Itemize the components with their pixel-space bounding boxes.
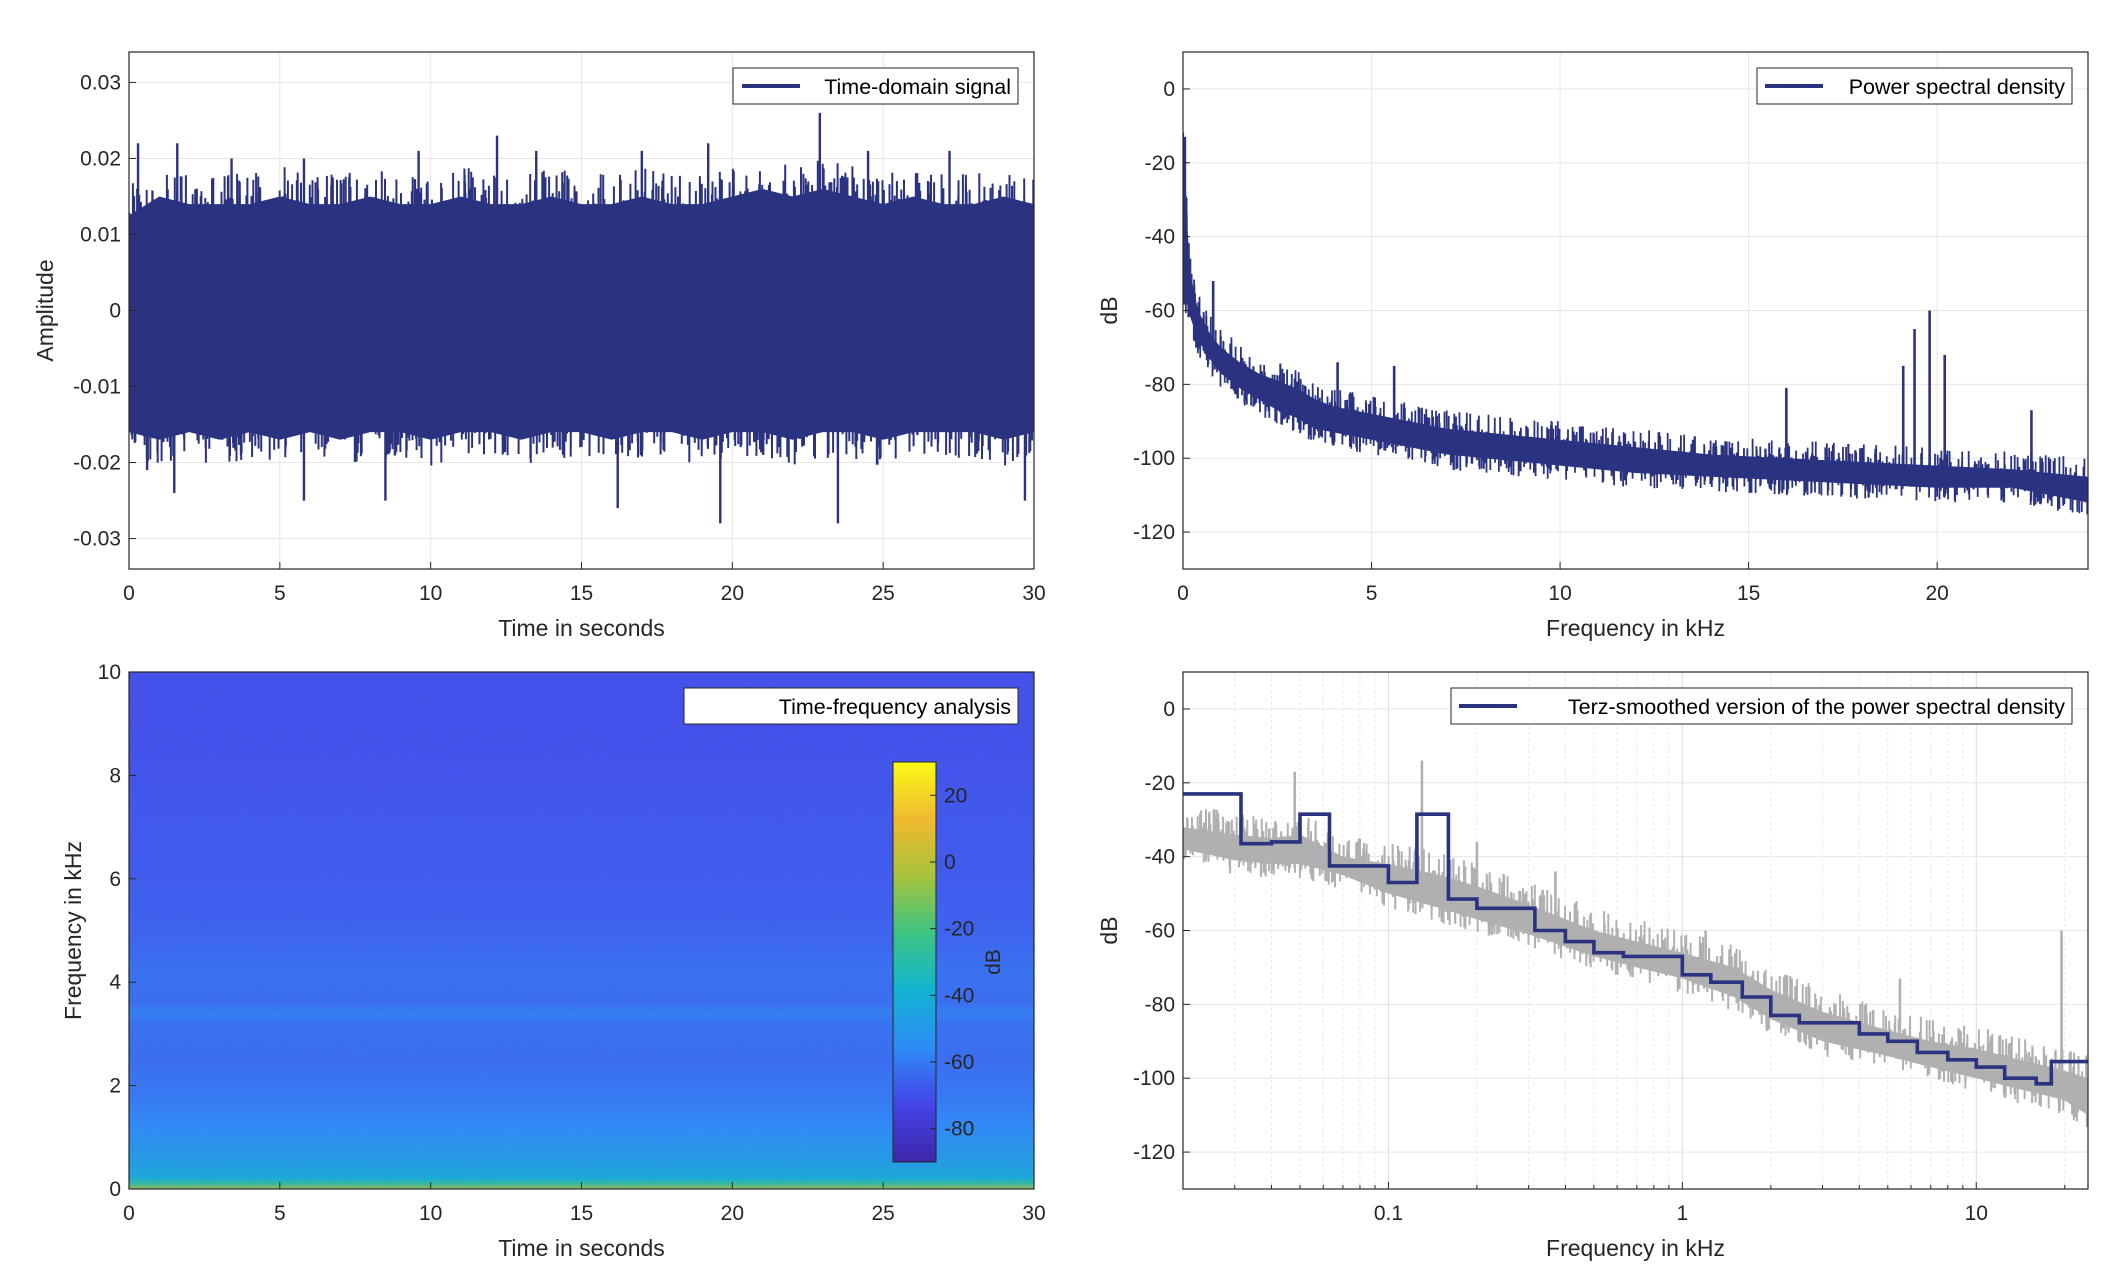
colorbar-ticks: -80 -60 -40 -20 0 20 — [930, 784, 974, 1141]
grid-b — [1182, 52, 2088, 569]
panel-spectrogram: 0 5 10 15 20 25 30 0 2 4 6 8 10 Time in seconds Freq… — [60, 661, 1046, 1261]
x-tick-label: 10 — [419, 1202, 442, 1225]
y-tick-label: -80 — [1145, 373, 1175, 396]
y-tick-label: 2 — [109, 1075, 121, 1098]
y-tick-label: 0 — [109, 1178, 121, 1201]
x-axis-label-d: Frequency in kHz — [1546, 1235, 1725, 1261]
colorbar-tick-label: 0 — [944, 851, 956, 874]
ticks-a: 0 5 10 15 20 25 30 -0.03 -0.02 -0.01 0 0.01 0.02 0.03 — [73, 71, 1046, 605]
x-tick-label: 20 — [721, 582, 744, 605]
colorbar-tick-label: -80 — [944, 1118, 974, 1141]
x-tick-label: 0 — [123, 1202, 135, 1225]
x-tick-label: 10 — [1965, 1202, 1988, 1225]
x-tick-label: 15 — [1737, 582, 1760, 605]
y-tick-label: -0.03 — [73, 528, 121, 551]
x-tick-label: 15 — [570, 1202, 593, 1225]
x-tick-label: 1 — [1676, 1202, 1688, 1225]
y-tick-label: -120 — [1133, 1141, 1175, 1164]
y-tick-label: -40 — [1145, 226, 1175, 249]
y-axis-label-b: dB — [1096, 296, 1122, 324]
x-tick-label: 10 — [419, 582, 442, 605]
ticks-c: 0 5 10 15 20 25 30 0 2 4 6 8 10 — [98, 661, 1046, 1225]
legend-label-c: Time-frequency analysis — [779, 695, 1011, 719]
y-tick-label: 0 — [1163, 78, 1175, 101]
x-tick-label: 15 — [570, 582, 593, 605]
x-tick-label: 0.1 — [1374, 1202, 1403, 1225]
y-tick-label: -100 — [1133, 1067, 1175, 1090]
legend-box-c — [683, 687, 1019, 725]
y-tick-label: -20 — [1145, 772, 1175, 795]
x-tick-label: 5 — [274, 1202, 286, 1225]
psd-fluctuations — [1183, 132, 2088, 515]
legend-b: Power spectral density — [1756, 67, 2073, 105]
ticks-d: 0.1 1 10 -120 -100 -80 -60 -40 -20 0 — [1133, 698, 2066, 1225]
x-tick-label: 20 — [721, 1202, 744, 1225]
spectrogram-texture — [129, 672, 1034, 1189]
x-tick-label: 25 — [871, 582, 894, 605]
colorbar-tick-label: -20 — [944, 918, 974, 941]
y-tick-label: -0.02 — [73, 452, 121, 475]
terz-step-line — [1183, 792, 2088, 1086]
x-tick-label: 30 — [1022, 1202, 1045, 1225]
x-axis-label-c: Time in seconds — [498, 1235, 665, 1261]
panel-psd: 0 5 10 15 20 -120 -100 -80 -60 -40 -20 0 Frequency … — [1096, 51, 2089, 641]
legend-label-b: Power spectral density — [1849, 75, 2066, 99]
y-tick-label: 0.01 — [80, 223, 121, 246]
raw-psd-line — [1183, 760, 2088, 1128]
signal-envelope — [129, 188, 1034, 440]
colorbar: -80 -60 -40 -20 0 20 dB — [892, 761, 1005, 1163]
x-tick-label: 20 — [1925, 582, 1948, 605]
y-tick-label: 0 — [109, 300, 121, 323]
legend-box-d — [1450, 687, 2073, 725]
y-tick-label: -60 — [1145, 920, 1175, 943]
time-domain-signal-line — [129, 112, 1034, 524]
x-axis-label-a: Time in seconds — [498, 615, 665, 641]
panel-terz: 0.1 1 10 -120 -100 -80 -60 -40 -20 0 Frequency in… — [1096, 671, 2089, 1261]
y-axis-label-a: Amplitude — [32, 259, 58, 361]
psd-line — [1183, 132, 2088, 515]
y-tick-label: -120 — [1133, 521, 1175, 544]
y-axis-label-c: Frequency in kHz — [60, 841, 86, 1020]
legend-label-a: Time-domain signal — [824, 75, 1011, 99]
colorbar-tick-label: -40 — [944, 984, 974, 1007]
y-tick-label: -20 — [1145, 152, 1175, 175]
y-tick-label: 0.03 — [80, 71, 121, 94]
y-axis-label-d: dB — [1096, 916, 1122, 944]
y-tick-label: 0.02 — [80, 147, 121, 170]
x-tick-label: 10 — [1548, 582, 1571, 605]
x-tick-label: 5 — [1366, 582, 1378, 605]
ticks-b: 0 5 10 15 20 -120 -100 -80 -60 -40 -20 0 — [1133, 78, 1949, 605]
y-tick-label: 6 — [109, 868, 121, 891]
colorbar-tick-label: -60 — [944, 1051, 974, 1074]
x-tick-label: 0 — [1177, 582, 1189, 605]
y-tick-label: -40 — [1145, 846, 1175, 869]
x-tick-label: 0 — [123, 582, 135, 605]
y-tick-label: -0.01 — [73, 376, 121, 399]
x-axis-label-b: Frequency in kHz — [1546, 615, 1725, 641]
x-tick-label: 5 — [274, 582, 286, 605]
colorbar-tick-label: 20 — [944, 784, 967, 807]
legend-c: Time-frequency analysis — [683, 687, 1019, 725]
colorbar-label: dB — [982, 949, 1005, 975]
y-tick-label: 0 — [1163, 698, 1175, 721]
legend-label-d: Terz-smoothed version of the power spect… — [1568, 695, 2065, 719]
y-tick-label: 8 — [109, 764, 121, 787]
terz-smoothed-line — [1183, 792, 2088, 1086]
legend-a: Time-domain signal — [732, 67, 1019, 105]
colorbar-gradient — [892, 761, 937, 1163]
legend-d: Terz-smoothed version of the power spect… — [1450, 687, 2073, 725]
x-tick-label: 25 — [871, 1202, 894, 1225]
y-tick-label: -60 — [1145, 300, 1175, 323]
y-tick-label: 4 — [109, 971, 121, 994]
y-tick-label: -100 — [1133, 447, 1175, 470]
y-tick-label: 10 — [98, 661, 121, 684]
y-tick-label: -80 — [1145, 993, 1175, 1016]
signal-spikes — [129, 160, 1034, 466]
panel-time-domain: 0 5 10 15 20 25 30 -0.03 -0.02 -0.01 0 0.01 0.02 0.03… — [32, 51, 1046, 641]
x-tick-label: 30 — [1022, 582, 1045, 605]
